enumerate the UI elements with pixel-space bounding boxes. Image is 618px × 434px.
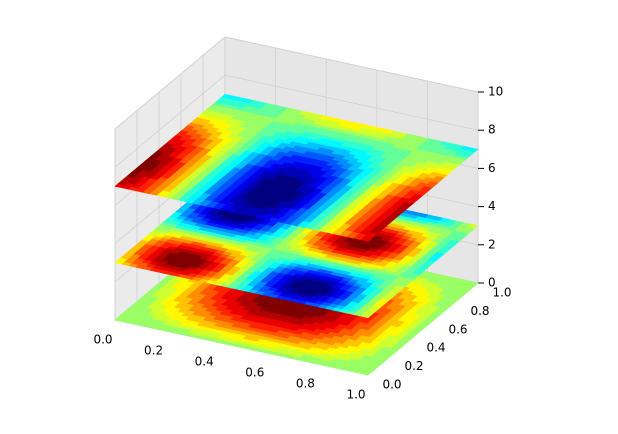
z-tick-label: 0 [488,276,496,290]
x-tick-label: 0.6 [245,366,264,380]
contour-cell [467,223,479,229]
y-tick-label: 0.4 [426,341,445,355]
x-tick-label: 0.0 [93,333,112,347]
z-tick-label: 4 [488,199,496,213]
z-tick-label: 2 [488,237,496,251]
grid-line [114,36,226,130]
y-tick-label: 0.0 [382,378,401,392]
z-tick-label: 6 [488,161,496,175]
grid-line [224,36,479,93]
y-tick-label: 0.6 [448,322,467,336]
z-tick-label: 8 [488,123,496,137]
x-tick-label: 1.0 [346,388,365,402]
grid-line [114,74,226,168]
grid-line [224,74,479,131]
contour-cell [467,281,479,286]
z-tick-label: 10 [488,85,503,99]
x-tick-label: 0.4 [195,355,214,369]
contour-plane [114,93,479,242]
y-tick-label: 0.8 [470,304,489,318]
x-tick-label: 0.2 [144,344,163,358]
y-tick-label: 0.2 [404,359,423,373]
x-tick-label: 0.8 [296,377,315,391]
y-tick-label: 1.0 [492,286,511,300]
